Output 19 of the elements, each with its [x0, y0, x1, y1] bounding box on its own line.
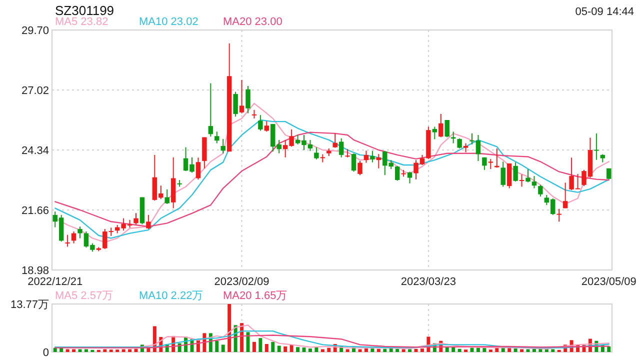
- text: 05-09 14:44: [575, 6, 634, 18]
- text: MA10 23.02: [139, 16, 198, 28]
- y-tick-label: 21.66: [21, 205, 49, 217]
- x-tick-label: 2022/12/21: [28, 276, 83, 288]
- y-tick-label: 29.70: [21, 25, 49, 37]
- chart-title: SZ301199: [55, 3, 114, 18]
- x-tick-label: 2023/02/09: [214, 276, 270, 288]
- text: MA20 23.00: [223, 16, 282, 28]
- text: MA5 23.82: [55, 16, 108, 28]
- x-tick-label: 2023/03/23: [400, 276, 456, 288]
- text: MA5 2.57万: [55, 290, 114, 302]
- y-tick-label: 18.98: [21, 265, 49, 277]
- y-tick-label: 13.77万: [10, 299, 49, 311]
- text: MA10 2.22万: [139, 290, 204, 302]
- y-tick-label: 0: [42, 347, 49, 359]
- y-tick-label: 24.34: [21, 145, 49, 157]
- text: MA20 1.65万: [223, 290, 288, 302]
- x-tick-label: 2023/05/09: [581, 276, 636, 288]
- y-tick-label: 27.02: [21, 85, 49, 97]
